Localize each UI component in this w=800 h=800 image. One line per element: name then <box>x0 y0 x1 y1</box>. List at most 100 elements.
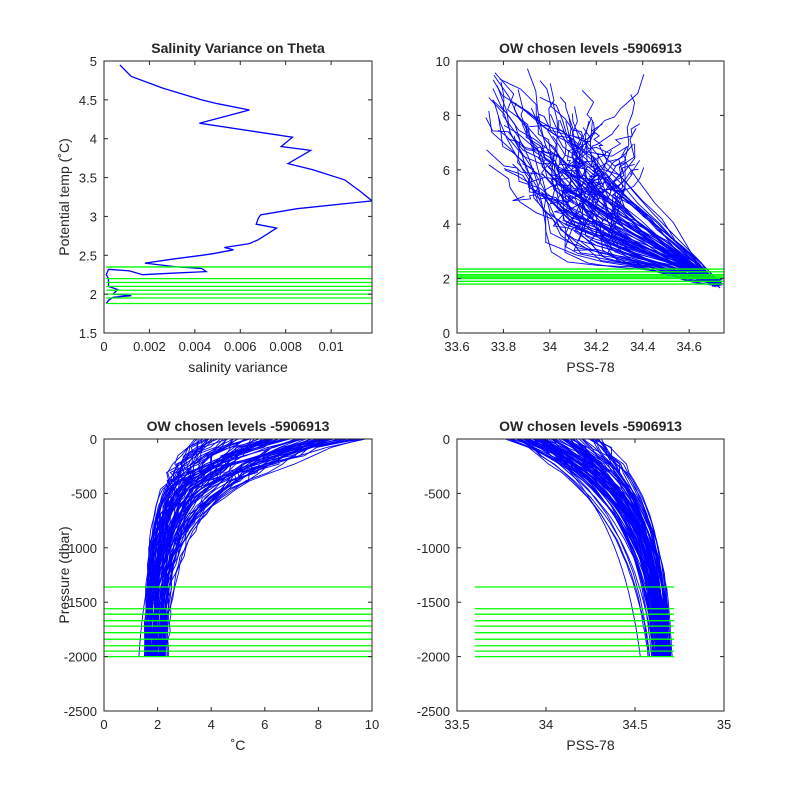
y-tick-label: 4 <box>443 217 450 232</box>
x-tick-label: 0.002 <box>133 339 166 354</box>
x-tick-label: 0 <box>100 339 107 354</box>
y-tick-label: 3.5 <box>79 171 97 186</box>
profile-line <box>620 94 713 281</box>
profile-line <box>539 80 720 282</box>
profile-line <box>594 176 719 283</box>
y-tick-label: 5 <box>90 54 97 69</box>
y-tick-label: 0 <box>90 432 97 447</box>
y-tick-label: 6 <box>443 163 450 178</box>
profile-line <box>503 168 717 285</box>
y-tick-label: -2500 <box>417 704 450 719</box>
y-tick-label: 4 <box>90 132 97 147</box>
y-tick-label: -2000 <box>417 650 450 665</box>
variance-profile-line <box>105 64 372 304</box>
x-tick-label: 34.5 <box>622 717 647 732</box>
profile-line <box>612 160 719 281</box>
profile-line <box>526 68 719 281</box>
x-tick-label: 4 <box>208 717 215 732</box>
y-tick-label: -1500 <box>64 595 97 610</box>
y-tick-label: -500 <box>71 486 97 501</box>
profile-line <box>539 96 715 287</box>
profile-line <box>492 79 715 280</box>
y-tick-label: -1000 <box>417 541 450 556</box>
x-tick-label: 34.4 <box>630 339 655 354</box>
x-tick-label: 0.004 <box>179 339 212 354</box>
x-tick-label: 34.6 <box>677 339 702 354</box>
x-tick-label: 33.8 <box>491 339 516 354</box>
x-tick-label: 34 <box>543 339 557 354</box>
chart-title: OW chosen levels -5906913 <box>499 418 682 434</box>
x-tick-label: 33.6 <box>444 339 469 354</box>
profile-line <box>586 165 713 284</box>
x-tick-label: 33.5 <box>444 717 469 732</box>
x-tick-label: 0.008 <box>269 339 302 354</box>
chosen-levels <box>106 266 372 305</box>
profile-line <box>571 113 717 283</box>
chosen-levels <box>104 586 372 658</box>
profile-line <box>560 146 714 285</box>
chosen-levels <box>474 586 675 658</box>
x-tick-label: 34 <box>539 717 553 732</box>
y-tick-label: 2 <box>443 272 450 287</box>
x-tick-label: 8 <box>315 717 322 732</box>
plot-area <box>474 439 675 658</box>
profile-line <box>513 102 720 286</box>
profile-line <box>512 163 720 283</box>
y-tick-label: 2 <box>90 287 97 302</box>
profile-line <box>493 99 718 282</box>
profile-line <box>530 107 713 281</box>
x-axis-label: ˚C <box>231 737 246 753</box>
y-tick-label: 0 <box>443 432 450 447</box>
plot-area <box>457 68 724 289</box>
plot-area <box>105 64 372 305</box>
profile-line <box>517 89 723 281</box>
axes-box <box>103 438 373 712</box>
y-tick-label: 4.5 <box>79 93 97 108</box>
chart-title: OW chosen levels -5906913 <box>499 40 682 56</box>
profile-line <box>541 191 717 282</box>
y-tick-label: 8 <box>443 108 450 123</box>
panel-salinity-variance: 0 0.002 0.004 0.006 0.008 0.01 1.5 2 2.5 3 3.5 4 4.5… <box>56 40 373 375</box>
x-tick-label: 34.2 <box>584 339 609 354</box>
profile-line <box>574 124 718 283</box>
panel-pressure-temperature: 0 2 4 6 8 10 -2500 -2000 -1500 -1000 -500 0 OW chose… <box>56 418 379 753</box>
y-tick-label: -1000 <box>64 541 97 556</box>
chart-title: Salinity Variance on Theta <box>151 40 325 56</box>
axes-box <box>103 60 373 334</box>
x-tick-label: 35 <box>717 717 731 732</box>
y-tick-label: 0 <box>443 326 450 341</box>
profile-line <box>500 81 717 285</box>
panel-theta-salinity: 33.6 33.8 34 34.2 34.4 34.6 0 2 4 6 8 10 OW chosen l… <box>436 40 725 375</box>
y-tick-label: 2.5 <box>79 248 97 263</box>
chart-title: OW chosen levels -5906913 <box>147 418 330 434</box>
x-axis-label: PSS-78 <box>566 359 614 375</box>
x-tick-label: 0 <box>100 717 107 732</box>
x-tick-label: 2 <box>154 717 161 732</box>
y-tick-label: -1500 <box>417 595 450 610</box>
x-tick-label: 0.01 <box>318 339 343 354</box>
panel-pressure-salinity: 33.5 34 34.5 35 -2500 -2000 -1500 -1000 -500 0 OW … <box>417 418 731 753</box>
x-tick-label: 0.006 <box>224 339 257 354</box>
profile-line <box>549 113 715 281</box>
profile-line <box>529 124 714 288</box>
y-tick-label: 3 <box>90 209 97 224</box>
x-axis-label: PSS-78 <box>566 737 614 753</box>
x-axis-label: salinity variance <box>188 359 288 375</box>
profile-line <box>538 113 714 283</box>
y-tick-label: -500 <box>424 486 450 501</box>
axes-box <box>456 438 725 712</box>
x-tick-label: 10 <box>365 717 379 732</box>
x-tick-label: 6 <box>261 717 268 732</box>
chosen-levels <box>457 268 724 285</box>
profile-line <box>559 96 717 288</box>
y-tick-label: -2500 <box>64 704 97 719</box>
plot-area <box>104 439 372 658</box>
y-axis-label: Pressure (dbar) <box>56 526 72 623</box>
y-tick-label: -2000 <box>64 650 97 665</box>
y-tick-label: 1.5 <box>79 326 97 341</box>
y-tick-label: 10 <box>436 54 450 69</box>
profiles <box>485 68 724 289</box>
y-axis-label: Potential temp (˚C) <box>56 138 72 255</box>
